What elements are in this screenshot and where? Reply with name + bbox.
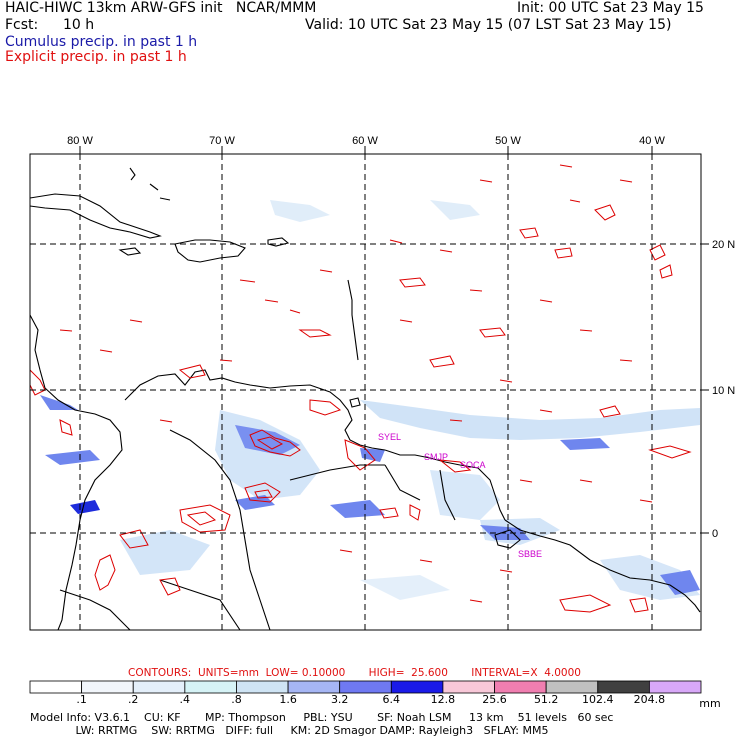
model-title: HAIC-HIWC 13km ARW-GFS init NCAR/MMM (5, 0, 317, 16)
legend-label: .4 (179, 693, 191, 706)
legend-label: 3.2 (330, 693, 349, 706)
border-3 (384, 464, 421, 501)
init-time: Init: 00 UTC Sat 23 May 15 (517, 0, 704, 16)
coast-central-america (30, 314, 123, 630)
station-sbbe: SBBE (518, 549, 542, 559)
legend-swatch (236, 680, 289, 694)
legend-swatch (390, 680, 444, 694)
legend-label: 102.4 (582, 693, 614, 706)
legend-label: 1.6 (279, 693, 297, 706)
lon-label-50w: 50 W (495, 135, 521, 147)
legend-label: 204.8 (633, 693, 666, 706)
coast-bahamas-1 (129, 167, 136, 181)
legend-swatch (648, 680, 702, 694)
legend-swatch (442, 680, 495, 694)
precip-legend-bar (29, 680, 702, 694)
coast-trinidad (349, 397, 361, 408)
coast-hispaniola (174, 239, 246, 263)
contour-info: CONTOURS: UNITS=mm LOW= 0.10000 HIGH= 25… (128, 667, 581, 679)
legend-swatch (132, 680, 186, 694)
coast-jamaica (118, 247, 142, 256)
legend-label: .8 (231, 693, 242, 706)
legend-label: 51.2 (533, 693, 559, 706)
coast-cuba (30, 193, 162, 239)
legend-swatch (81, 680, 134, 694)
legend-label: 6.4 (382, 693, 401, 706)
cumulus-dark-6 (330, 500, 385, 518)
lat-label-10n: 10 N (712, 385, 735, 397)
cumulus-dark-1 (70, 500, 100, 514)
lat-ticks (701, 243, 709, 534)
forecast-label: Fcst: (5, 17, 39, 33)
coast-bahamas-3 (159, 197, 171, 201)
cumulus-colombia (120, 530, 210, 575)
cumulus-venezuela (215, 410, 320, 500)
border-2 (289, 464, 385, 481)
forecast-hour: 10 h (63, 17, 95, 33)
lon-label-70w: 70 W (209, 135, 235, 147)
lon-label-60w: 60 W (352, 135, 378, 147)
legend-swatch (494, 680, 547, 694)
legend-label: .2 (127, 693, 139, 706)
coast-puerto-rico (267, 237, 290, 247)
explicit-precip-contours (30, 164, 692, 613)
border-1 (169, 429, 271, 630)
cumulus-dark-2 (45, 450, 100, 465)
lon-ticks (79, 146, 653, 154)
lat-label-0: 0 (712, 528, 718, 540)
coast-bahamas-2 (149, 183, 159, 191)
coast-guianas (384, 449, 506, 521)
cumulus-dark-9 (360, 448, 385, 462)
station-syel: SYEL (378, 432, 401, 442)
model-info-line-1: Model Info: V3.6.1 CU: KF MP: Thompson P… (30, 711, 614, 724)
coast-amazon-mouth (504, 519, 701, 613)
legend-swatch (545, 680, 599, 694)
explicit-precip-label: Explicit precip. in past 1 h (5, 49, 187, 65)
cumulus-amazon (430, 470, 500, 520)
cumulus-dark-8 (235, 495, 275, 510)
legend-label: 25.6 (482, 693, 507, 706)
coast-marajo (494, 529, 521, 549)
legend-label: .1 (76, 693, 87, 706)
cumulus-dark-5 (560, 438, 610, 450)
model-info-line-2: LW: RRTMG SW: RRTMG DIFF: full KM: 2D Sm… (30, 724, 549, 737)
valid-time: Valid: 10 UTC Sat 23 May 15 (07 LST Sat … (305, 17, 672, 33)
cumulus-band-atlantic (360, 400, 700, 440)
cumulus-dark-7 (660, 570, 700, 595)
border-6 (59, 589, 131, 630)
cumulus-scatter-ne (270, 200, 330, 222)
legend-swatch (184, 680, 237, 694)
coast-lesser-antilles (347, 279, 359, 361)
graticule (30, 154, 701, 630)
cumulus-precip-label: Cumulus precip. in past 1 h (5, 34, 198, 50)
lon-label-80w: 80 W (67, 135, 93, 147)
legend-label: 12.8 (430, 693, 456, 706)
legend-units: mm (699, 697, 721, 710)
coastlines (30, 167, 701, 630)
cumulus-south-mid (360, 575, 450, 600)
lon-label-40w: 40 W (639, 135, 665, 147)
legend-swatch (29, 680, 83, 694)
border-5 (159, 579, 241, 630)
cumulus-scatter-n2 (430, 200, 480, 220)
station-soca: SOCA (460, 460, 486, 470)
coast-colombia-venezuela (124, 369, 386, 451)
legend-swatch (597, 680, 650, 694)
legend-swatch (339, 680, 392, 694)
cumulus-mid-venezuela (235, 425, 300, 455)
cumulus-dark-3 (40, 395, 78, 410)
lat-label-20n: 20 N (712, 239, 735, 251)
cumulus-precip-areas (40, 200, 700, 600)
border-4 (439, 469, 456, 521)
legend-swatch (287, 680, 341, 694)
station-smjp: SMJP (424, 452, 448, 462)
